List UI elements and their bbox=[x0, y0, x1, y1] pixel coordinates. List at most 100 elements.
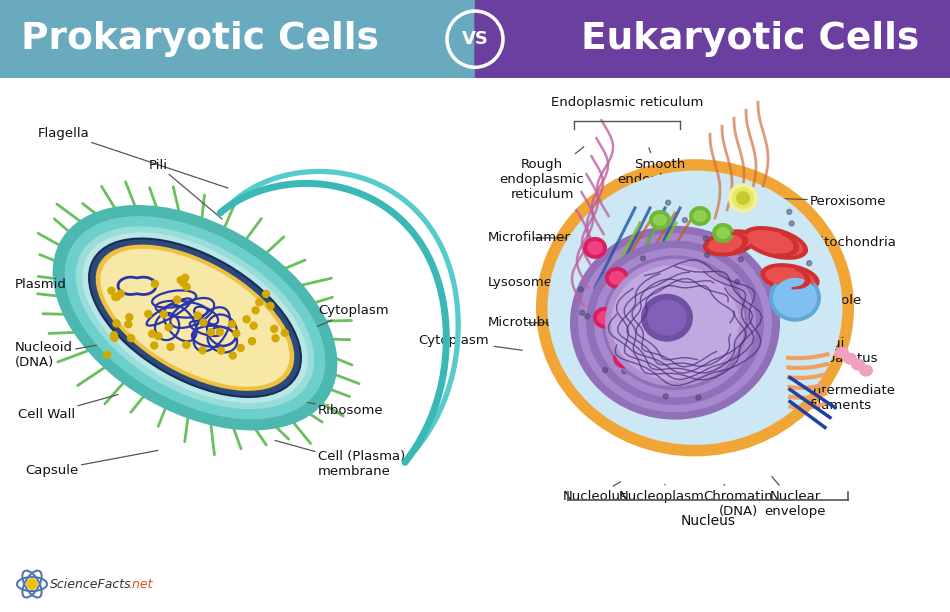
Circle shape bbox=[124, 321, 132, 328]
Ellipse shape bbox=[89, 239, 301, 397]
Ellipse shape bbox=[859, 365, 873, 376]
Circle shape bbox=[252, 307, 259, 314]
Circle shape bbox=[218, 347, 224, 354]
Text: Mitochondria: Mitochondria bbox=[790, 236, 897, 250]
Ellipse shape bbox=[609, 271, 625, 285]
Circle shape bbox=[183, 341, 190, 348]
Circle shape bbox=[682, 217, 688, 223]
Ellipse shape bbox=[570, 226, 780, 420]
Text: Smooth
endoplasmic
reticulum: Smooth endoplasmic reticulum bbox=[618, 147, 702, 201]
Circle shape bbox=[113, 293, 121, 300]
Circle shape bbox=[646, 364, 651, 369]
Ellipse shape bbox=[96, 245, 294, 391]
Ellipse shape bbox=[583, 237, 607, 259]
Text: Lysosome: Lysosome bbox=[488, 277, 560, 289]
Circle shape bbox=[729, 351, 733, 356]
Text: VS: VS bbox=[462, 30, 488, 48]
Circle shape bbox=[579, 287, 583, 292]
Ellipse shape bbox=[851, 359, 865, 371]
Text: Cell (Plasma)
membrane: Cell (Plasma) membrane bbox=[275, 441, 406, 479]
Text: Endoplasmic reticulum: Endoplasmic reticulum bbox=[551, 96, 703, 110]
Circle shape bbox=[165, 324, 172, 331]
Ellipse shape bbox=[747, 230, 803, 256]
Ellipse shape bbox=[618, 270, 732, 375]
Circle shape bbox=[267, 302, 274, 309]
Ellipse shape bbox=[703, 230, 757, 256]
Ellipse shape bbox=[602, 255, 748, 390]
Circle shape bbox=[233, 330, 239, 337]
Circle shape bbox=[670, 307, 675, 312]
Circle shape bbox=[183, 283, 190, 291]
Circle shape bbox=[27, 579, 37, 589]
Circle shape bbox=[622, 369, 627, 374]
Circle shape bbox=[108, 287, 115, 294]
Text: Golgi
apparatus: Golgi apparatus bbox=[790, 337, 878, 365]
Text: ScienceFacts: ScienceFacts bbox=[50, 578, 132, 591]
Ellipse shape bbox=[547, 171, 843, 445]
Ellipse shape bbox=[653, 214, 667, 226]
Circle shape bbox=[639, 311, 644, 316]
Ellipse shape bbox=[578, 233, 772, 412]
Circle shape bbox=[243, 316, 250, 323]
Circle shape bbox=[602, 367, 608, 373]
Text: Cytoplasm: Cytoplasm bbox=[262, 304, 389, 351]
Ellipse shape bbox=[52, 205, 337, 430]
Circle shape bbox=[117, 290, 124, 297]
Circle shape bbox=[111, 334, 118, 341]
Text: .net: .net bbox=[128, 578, 153, 591]
Circle shape bbox=[104, 351, 110, 358]
Text: Cell Wall: Cell Wall bbox=[18, 395, 118, 421]
Text: Nucleolus: Nucleolus bbox=[562, 482, 627, 503]
Ellipse shape bbox=[65, 216, 325, 419]
Circle shape bbox=[178, 277, 184, 283]
Text: Rough
endoplasmic
reticulum: Rough endoplasmic reticulum bbox=[500, 147, 584, 201]
Circle shape bbox=[659, 364, 664, 368]
Text: Prokaryotic Cells: Prokaryotic Cells bbox=[21, 21, 379, 57]
Text: Nucleoid
(DNA): Nucleoid (DNA) bbox=[15, 335, 155, 368]
Text: Peroxisome: Peroxisome bbox=[765, 195, 886, 207]
Text: Microfilament: Microfilament bbox=[488, 231, 580, 244]
Circle shape bbox=[281, 329, 288, 337]
Ellipse shape bbox=[626, 277, 724, 368]
Text: Pili: Pili bbox=[148, 159, 222, 219]
Ellipse shape bbox=[617, 351, 633, 365]
Wedge shape bbox=[475, 11, 503, 67]
Text: Intermediate
filaments: Intermediate filaments bbox=[790, 384, 896, 411]
Circle shape bbox=[125, 314, 133, 321]
Circle shape bbox=[207, 329, 215, 336]
Circle shape bbox=[250, 323, 257, 329]
Ellipse shape bbox=[689, 206, 711, 226]
Ellipse shape bbox=[647, 300, 687, 336]
Ellipse shape bbox=[728, 183, 758, 213]
Circle shape bbox=[666, 200, 671, 205]
Ellipse shape bbox=[605, 267, 629, 289]
Circle shape bbox=[113, 320, 120, 327]
Ellipse shape bbox=[536, 159, 854, 457]
Ellipse shape bbox=[835, 346, 849, 359]
Circle shape bbox=[734, 280, 740, 285]
Text: Chromatin
(DNA): Chromatin (DNA) bbox=[703, 484, 772, 518]
Ellipse shape bbox=[716, 227, 730, 239]
Ellipse shape bbox=[693, 210, 707, 222]
Ellipse shape bbox=[101, 248, 290, 387]
Text: Plasmid: Plasmid bbox=[15, 278, 130, 295]
Ellipse shape bbox=[586, 241, 764, 405]
Circle shape bbox=[181, 274, 189, 282]
Circle shape bbox=[642, 298, 647, 303]
Bar bbox=[0, 0, 475, 78]
Circle shape bbox=[200, 319, 207, 326]
Circle shape bbox=[144, 310, 152, 318]
Ellipse shape bbox=[766, 267, 815, 289]
Circle shape bbox=[585, 314, 590, 319]
Circle shape bbox=[167, 343, 174, 351]
Circle shape bbox=[249, 338, 256, 345]
Ellipse shape bbox=[760, 263, 820, 293]
Ellipse shape bbox=[732, 187, 754, 209]
Circle shape bbox=[229, 352, 237, 359]
Circle shape bbox=[229, 321, 236, 327]
Circle shape bbox=[148, 330, 156, 337]
Ellipse shape bbox=[736, 191, 750, 205]
Circle shape bbox=[730, 287, 734, 292]
Circle shape bbox=[200, 347, 206, 354]
Circle shape bbox=[262, 291, 270, 297]
